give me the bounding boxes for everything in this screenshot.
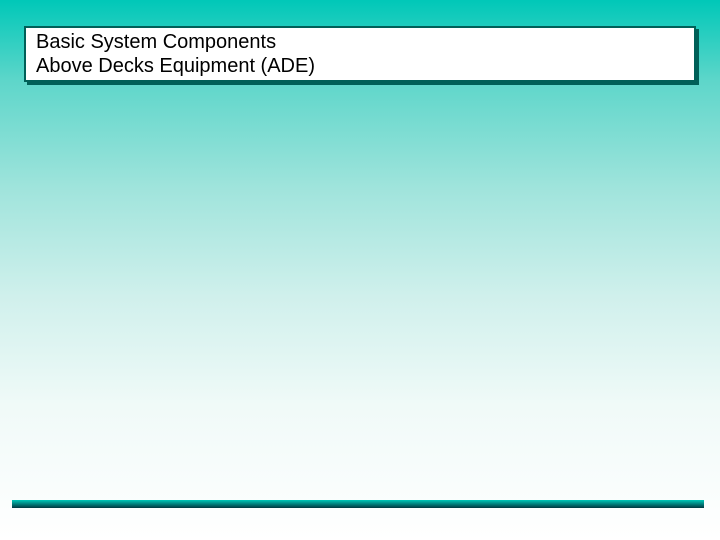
title-line-2: Above Decks Equipment (ADE)	[36, 54, 684, 78]
slide-container: Basic System Components Above Decks Equi…	[0, 0, 720, 540]
title-box: Basic System Components Above Decks Equi…	[24, 26, 696, 82]
title-line-1: Basic System Components	[36, 30, 684, 54]
footer-bar	[12, 500, 704, 508]
